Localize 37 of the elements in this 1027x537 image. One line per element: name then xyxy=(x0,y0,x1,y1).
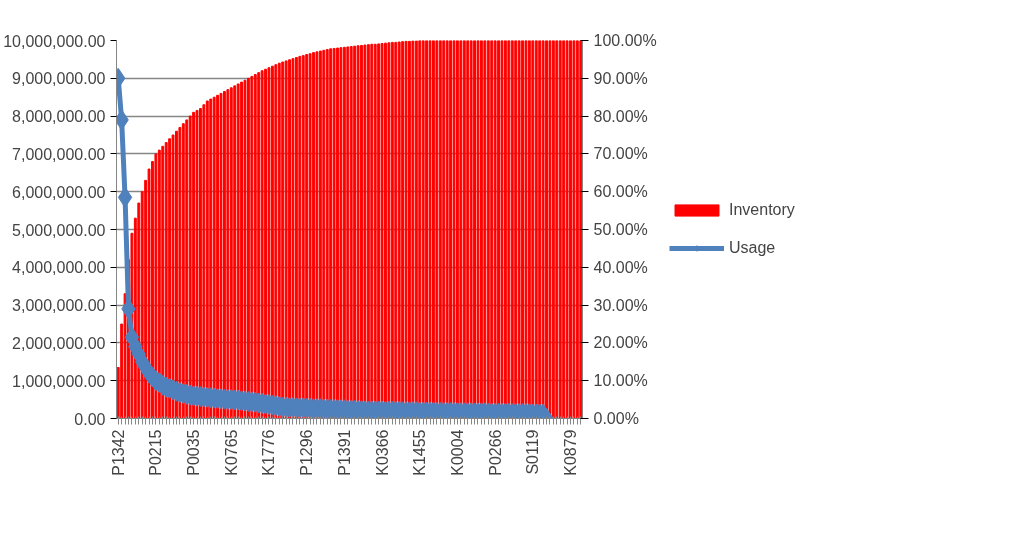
y2-tick-label: 0.00% xyxy=(593,410,639,427)
y2-tick-label: 70.00% xyxy=(593,145,648,163)
y2-tick-label: 20.00% xyxy=(593,334,648,352)
y-tick-label: 6,000,000.00 xyxy=(12,183,106,201)
x-tick-label: P1296 xyxy=(298,429,316,476)
y-tick-label: 4,000,000.00 xyxy=(12,259,106,277)
y-tick-label: 1,000,000.00 xyxy=(12,372,106,390)
x-tick-label: P1342 xyxy=(109,429,127,476)
x-tick-label: K0879 xyxy=(562,429,580,476)
x-tick-label: K1776 xyxy=(260,429,278,476)
y2-tick-label: 50.00% xyxy=(593,221,648,238)
x-tick-label: P0035 xyxy=(185,429,203,476)
x-tick-label: P1391 xyxy=(335,429,353,476)
x-tick-label: S0119 xyxy=(524,429,542,475)
x-tick-label: P0266 xyxy=(486,429,504,476)
y-tick-label: 7,000,000.00 xyxy=(12,145,106,163)
x-tick-label: K0765 xyxy=(222,429,240,476)
x-tick-label: K1455 xyxy=(411,429,429,476)
legend-label: Usage xyxy=(729,239,776,257)
y2-tick-label: 60.00% xyxy=(593,183,648,201)
y-tick-label: 2,000,000.00 xyxy=(12,334,106,352)
y2-tick-label: 40.00% xyxy=(593,258,648,276)
y-tick-label: 3,000,000.00 xyxy=(12,297,106,315)
x-tick-label: K0004 xyxy=(448,429,466,476)
y2-tick-label: 30.00% xyxy=(593,296,648,314)
y2-tick-label: 10.00% xyxy=(593,372,648,390)
x-tick-label: K0366 xyxy=(373,429,391,476)
y-tick-label: 10,000,000.00 xyxy=(3,32,106,50)
y-tick-label: 5,000,000.00 xyxy=(12,221,106,239)
legend-label: Inventory xyxy=(729,201,795,219)
y2-tick-label: 100.00% xyxy=(593,32,657,49)
y2-tick-label: 80.00% xyxy=(593,107,648,125)
x-tick-label: P0215 xyxy=(147,429,165,476)
y-tick-label: 0.00 xyxy=(74,410,106,428)
y-tick-label: 9,000,000.00 xyxy=(12,70,106,88)
y2-tick-label: 90.00% xyxy=(593,69,648,87)
y-tick-label: 8,000,000.00 xyxy=(12,108,106,126)
